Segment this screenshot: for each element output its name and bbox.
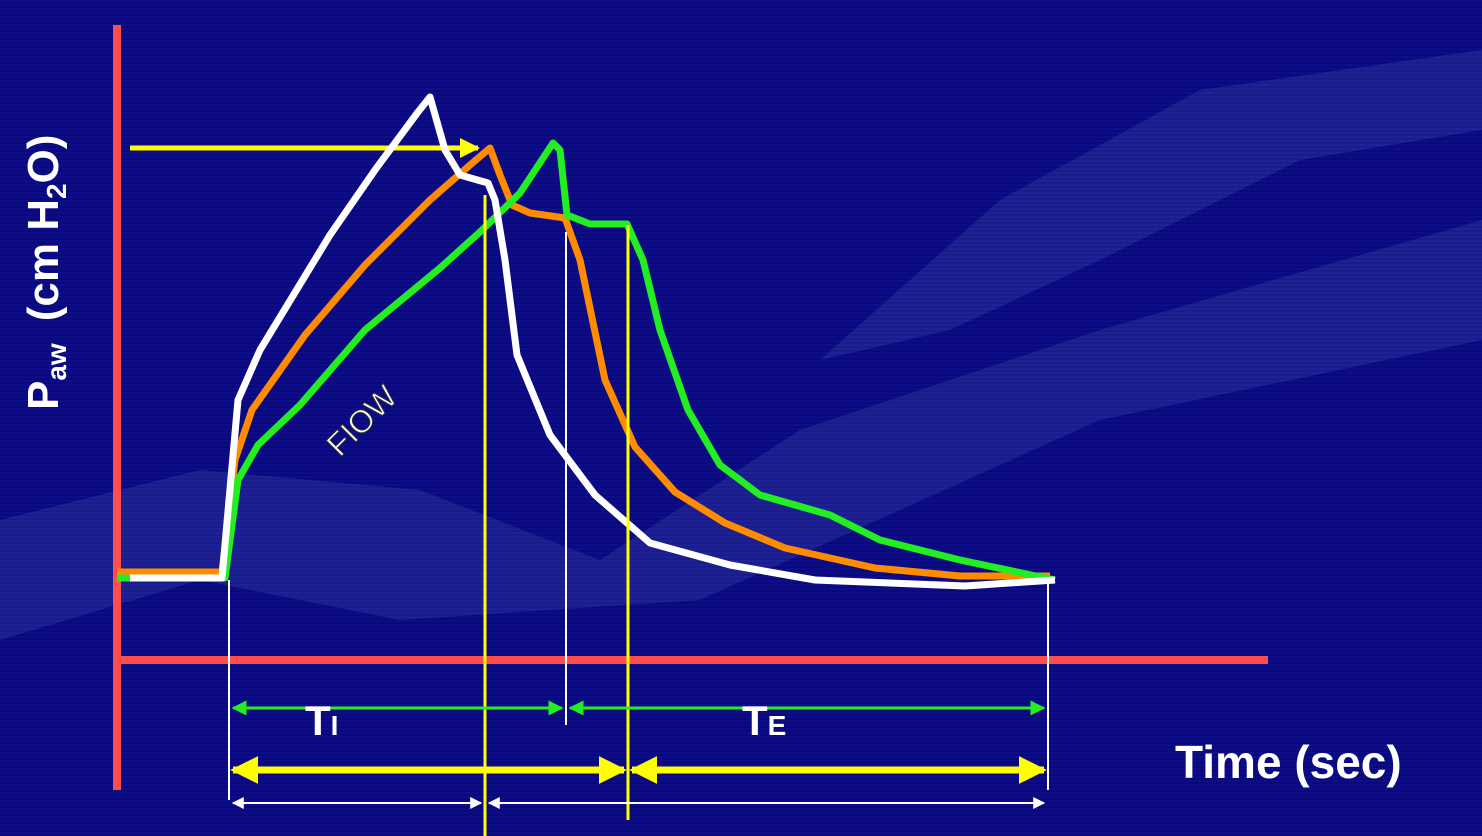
subscript: aw — [41, 343, 72, 381]
x-axis-label: Time (sec) — [1175, 736, 1402, 788]
subscript: I — [331, 710, 339, 741]
subscript: 2 — [41, 183, 72, 199]
subscript: E — [768, 710, 787, 741]
symbol: T — [305, 697, 331, 744]
unit: O) — [19, 135, 68, 184]
slide: Paw(cm H2O) Time (sec) FIOW TI TE — [0, 0, 1482, 836]
symbol: P — [19, 381, 68, 410]
unit: (cm H — [19, 199, 68, 321]
symbol: T — [742, 697, 768, 744]
page: Paw(cm H2O) Time (sec) FIOW TI TE (() =>… — [0, 0, 1482, 836]
